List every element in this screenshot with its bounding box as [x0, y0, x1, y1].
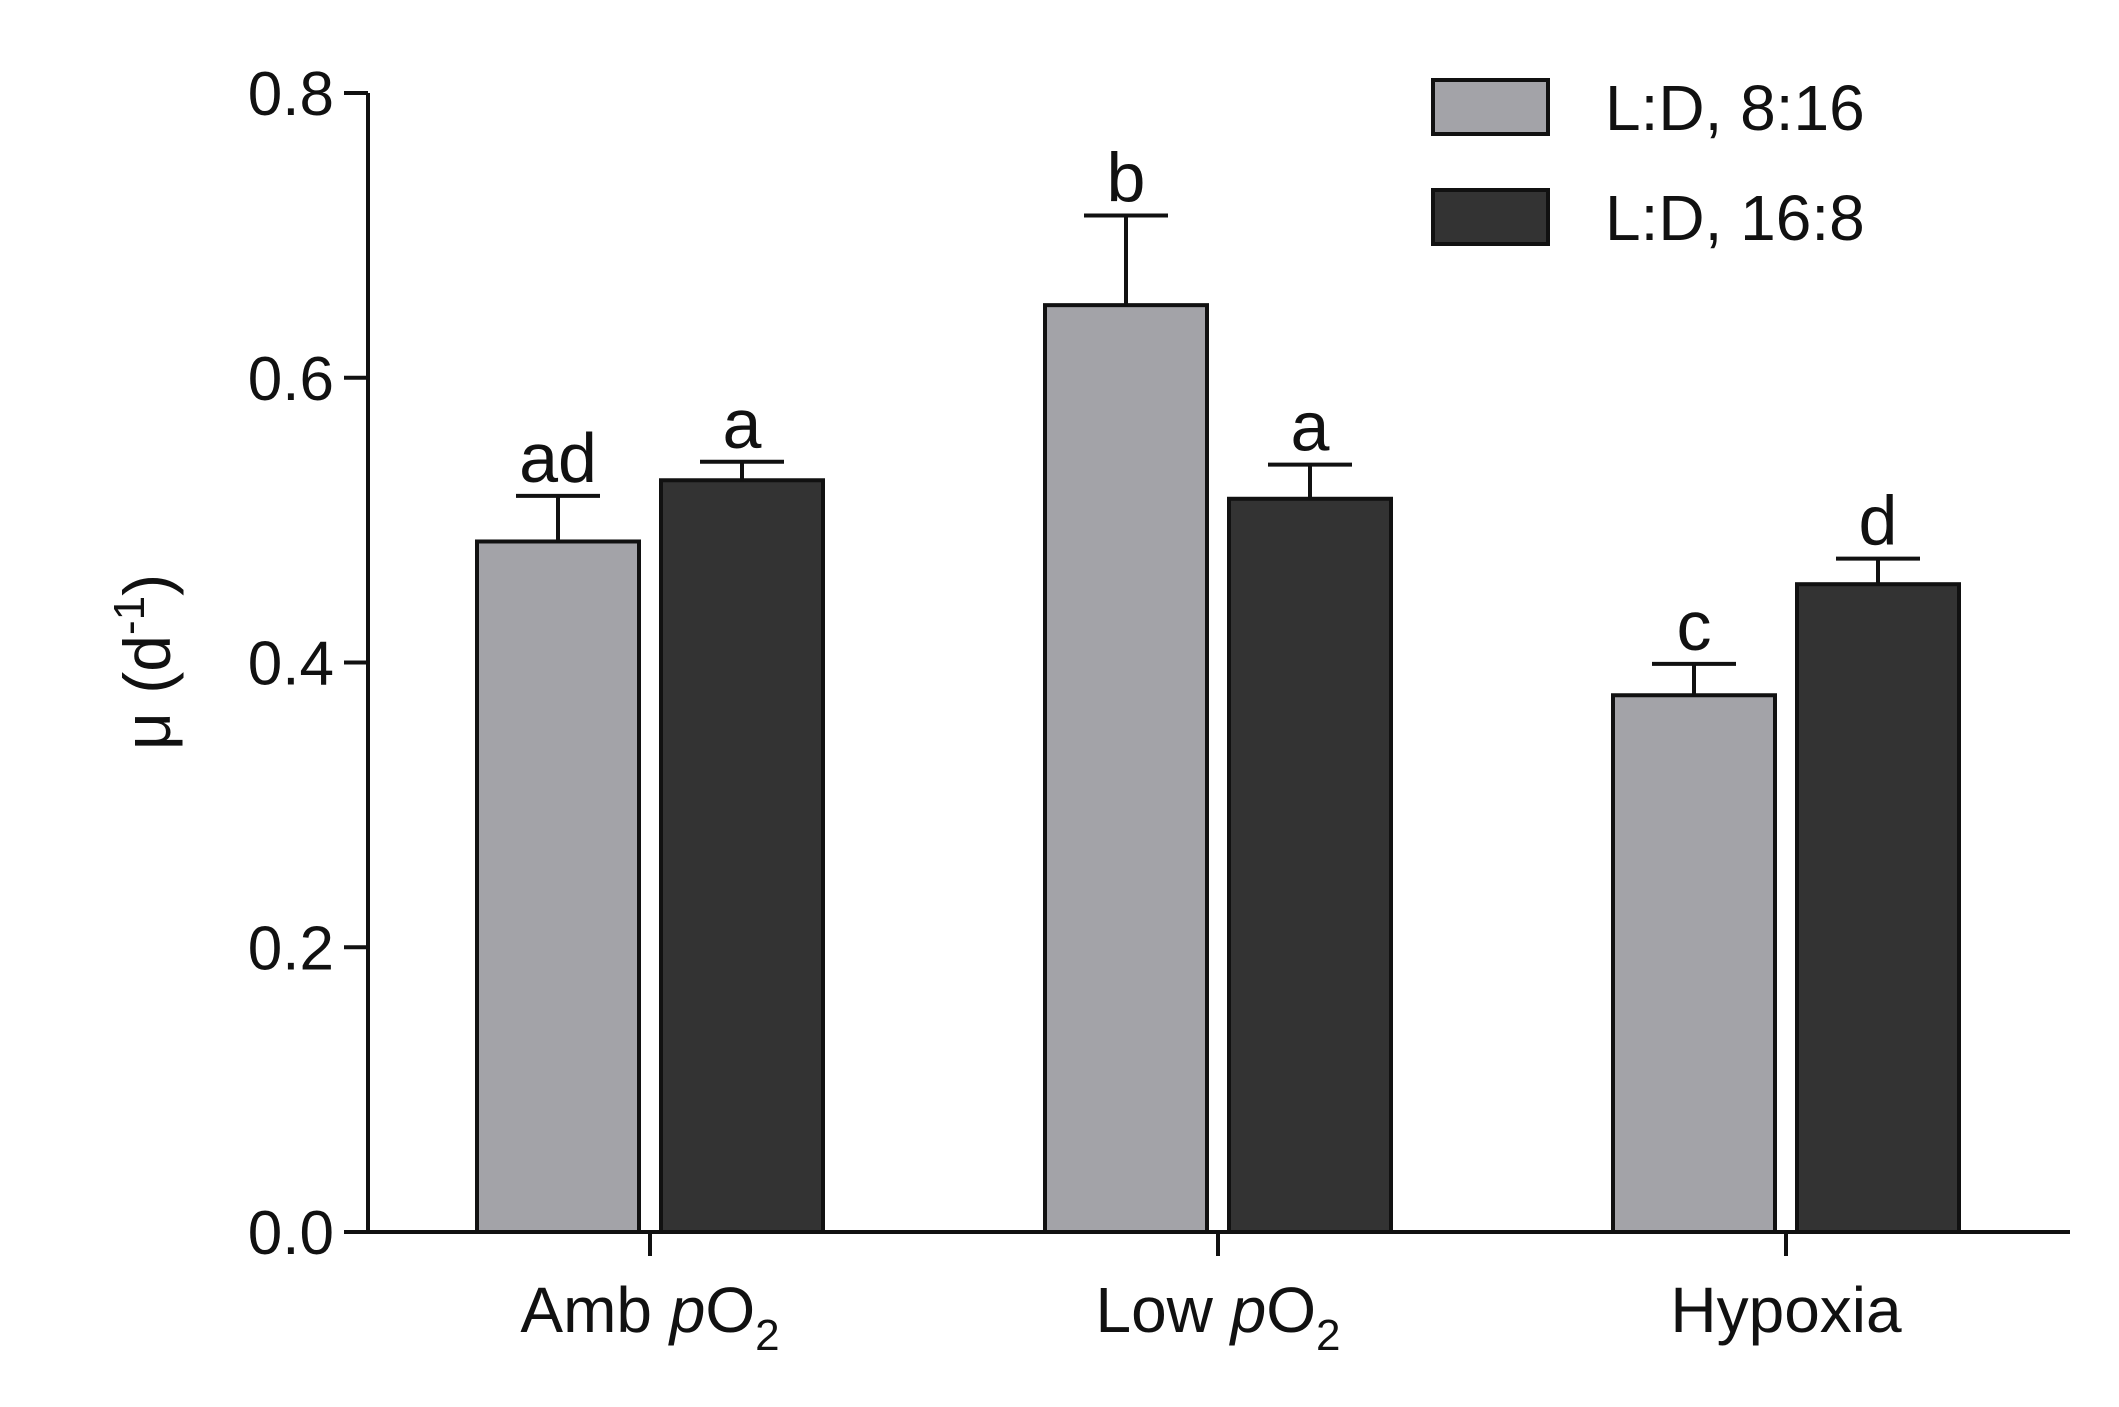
- bar: [1795, 582, 1961, 1234]
- legend-swatch: [1431, 188, 1550, 246]
- x-tick-label: Amb pO2: [520, 1274, 779, 1360]
- significance-label: a: [723, 385, 762, 463]
- y-tick-label: 0.6: [248, 345, 334, 414]
- y-axis: 0.0 0.2 0.4 0.6 0.8: [248, 60, 370, 1268]
- x-tick-label: Hypoxia: [1670, 1274, 1902, 1346]
- bar: [1043, 303, 1209, 1235]
- bar: [1611, 693, 1777, 1234]
- y-tick-label: 0.0: [248, 1199, 334, 1268]
- y-axis-label: μ (d-1): [105, 574, 184, 750]
- legend-swatch: [1431, 78, 1550, 136]
- y-tick-label: 0.2: [248, 914, 334, 983]
- y-tick-label: 0.8: [248, 60, 334, 129]
- significance-label: a: [1291, 388, 1330, 466]
- significance-label: d: [1859, 482, 1898, 560]
- bar: [475, 539, 641, 1234]
- x-axis: Amb pO2 Low pO2 Hypoxia: [368, 1230, 2070, 1360]
- significance-label: b: [1107, 138, 1146, 216]
- significance-label: c: [1677, 587, 1712, 665]
- x-tick-label: Low pO2: [1095, 1274, 1340, 1360]
- legend-label: L:D, 8:16: [1605, 72, 1865, 144]
- legend: L:D, 8:16 L:D, 16:8: [1431, 72, 1865, 254]
- bar: [1227, 496, 1393, 1234]
- bar: [659, 478, 825, 1234]
- y-tick-label: 0.4: [248, 630, 334, 699]
- legend-label: L:D, 16:8: [1605, 182, 1865, 254]
- significance-label: ad: [519, 419, 597, 497]
